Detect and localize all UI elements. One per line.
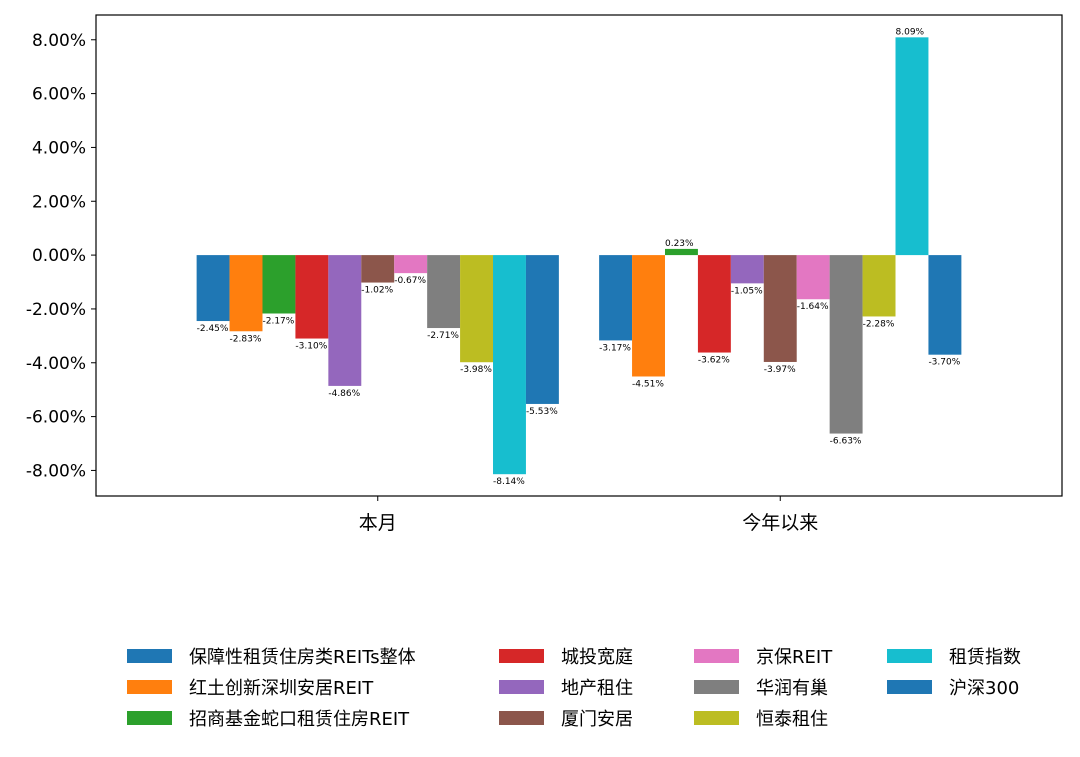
data-label: 0.23% [665,239,694,249]
x-tick-label: 今年以来 [742,512,818,534]
legend-label: 租赁指数 [949,647,1021,668]
legend-swatch [694,649,739,663]
bar [328,255,362,386]
bar [862,255,896,317]
bar [895,37,929,256]
legend-swatch [127,711,172,725]
bar [730,255,764,284]
data-label: 8.09% [896,27,925,37]
data-label: -3.98% [460,365,492,375]
data-label: -1.05% [731,286,763,296]
legend-label: 地产租住 [561,678,633,699]
bar [262,255,296,314]
legend-swatch [694,711,739,725]
bar [229,255,263,332]
legend-label: 恒泰租住 [756,709,828,730]
bar [664,248,698,256]
data-label: -2.83% [230,334,262,344]
bar [361,255,395,283]
legend-swatch [694,680,739,694]
data-label: -4.51% [632,379,664,389]
data-label: -1.02% [361,286,393,296]
legend-swatch [127,680,172,694]
legend-label: 华润有巢 [756,678,828,699]
legend-label: 厦门安居 [561,709,633,730]
data-labels-layer: -2.45% -3.17% -2.83% -4.51% -2.17% 0.23% -3.10… [197,27,961,487]
legend-swatch [127,649,172,663]
data-label: -6.63% [830,437,862,447]
data-label: -8.14% [493,477,525,487]
data-label: -5.53% [526,407,558,417]
y-tick-label: -2.00% [26,300,86,320]
y-tick-label: -6.00% [26,408,86,428]
data-label: -3.62% [698,356,730,366]
legend-swatch [887,649,932,663]
bar [295,255,329,339]
y-tick-label: 0.00% [32,246,86,266]
bar [796,255,830,300]
data-label: -1.64% [797,302,829,312]
x-axis: 本月 今年以来 [359,496,818,534]
y-tick-label: 8.00% [32,31,86,51]
bar [599,255,633,341]
bar [196,255,230,322]
bar [427,255,461,329]
legend-label: 沪深300 [949,678,1019,699]
data-label: -0.67% [394,276,426,286]
legend-label: 京保REIT [756,647,833,668]
bar [928,255,962,355]
bar [829,255,863,434]
bars-layer [196,37,962,475]
bar [493,255,526,475]
data-label: -3.70% [928,358,960,368]
legend-label: 城投宽庭 [561,647,633,668]
bar [394,255,428,274]
y-tick-label: -8.00% [26,461,86,481]
data-label: -3.97% [764,365,796,375]
legend-swatch [499,680,544,694]
legend-label: 保障性租赁住房类REITs整体 [189,647,416,668]
legend-swatch [887,680,932,694]
bar [763,255,797,362]
y-axis: -8.00% -6.00% -4.00% -2.00% 0.00% 2.00% 4.00% 6… [26,31,96,481]
y-tick-label: -4.00% [26,354,86,374]
bar [697,255,731,353]
y-tick-label: 6.00% [32,85,86,105]
legend-label: 招商基金蛇口租赁住房REIT [189,709,410,730]
data-label: -3.17% [599,343,631,353]
data-label: -2.71% [427,331,459,341]
data-label: -2.28% [863,319,895,329]
legend-label: 红土创新深圳安居REIT [189,678,374,699]
data-label: -4.86% [328,389,360,399]
y-tick-label: 4.00% [32,138,86,158]
bar [632,255,665,377]
data-label: -2.17% [262,317,294,327]
bar [525,255,559,404]
bar [460,255,494,363]
y-tick-label: 2.00% [32,192,86,212]
legend-swatch [499,711,544,725]
data-label: -3.10% [295,342,327,352]
legend-swatch [499,649,544,663]
x-tick-label: 本月 [359,512,397,534]
data-label: -2.45% [197,324,229,334]
